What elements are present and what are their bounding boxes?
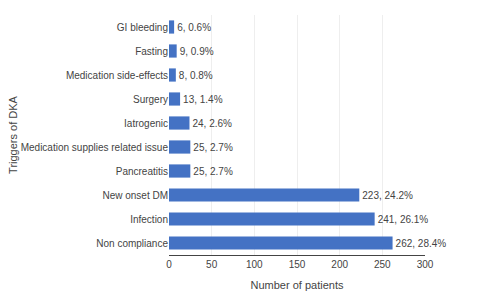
svg-text:GI bleeding: GI bleeding (117, 22, 168, 33)
svg-text:6, 0.6%: 6, 0.6% (177, 22, 211, 33)
svg-text:Pancreatitis: Pancreatitis (116, 166, 168, 177)
svg-text:300: 300 (417, 259, 434, 270)
svg-text:223, 24.2%: 223, 24.2% (362, 190, 413, 201)
svg-text:9, 0.9%: 9, 0.9% (180, 46, 214, 57)
svg-text:Non compliance: Non compliance (96, 238, 168, 249)
svg-text:200: 200 (331, 259, 348, 270)
svg-text:241, 26.1%: 241, 26.1% (378, 214, 429, 225)
svg-text:Surgery: Surgery (133, 94, 168, 105)
svg-text:24, 2.6%: 24, 2.6% (192, 118, 232, 129)
svg-text:8, 0.8%: 8, 0.8% (179, 70, 213, 81)
svg-text:Triggers of DKA: Triggers of DKA (7, 95, 19, 174)
svg-text:0: 0 (166, 259, 172, 270)
svg-text:Number of patients: Number of patients (251, 279, 344, 291)
svg-text:262, 28.4%: 262, 28.4% (396, 238, 447, 249)
svg-text:Medication side-effects: Medication side-effects (66, 70, 168, 81)
svg-text:250: 250 (374, 259, 391, 270)
svg-text:Iatrogenic: Iatrogenic (124, 118, 168, 129)
svg-text:25, 2.7%: 25, 2.7% (193, 166, 233, 177)
svg-text:New onset DM: New onset DM (102, 190, 168, 201)
svg-text:50: 50 (206, 259, 218, 270)
svg-text:Fasting: Fasting (135, 46, 168, 57)
svg-text:150: 150 (289, 259, 306, 270)
svg-text:Infection: Infection (130, 214, 168, 225)
svg-text:100: 100 (246, 259, 263, 270)
svg-text:13, 1.4%: 13, 1.4% (183, 94, 223, 105)
svg-text:25, 2.7%: 25, 2.7% (193, 142, 233, 153)
svg-text:Medication supplies related is: Medication supplies related issue (21, 142, 169, 153)
